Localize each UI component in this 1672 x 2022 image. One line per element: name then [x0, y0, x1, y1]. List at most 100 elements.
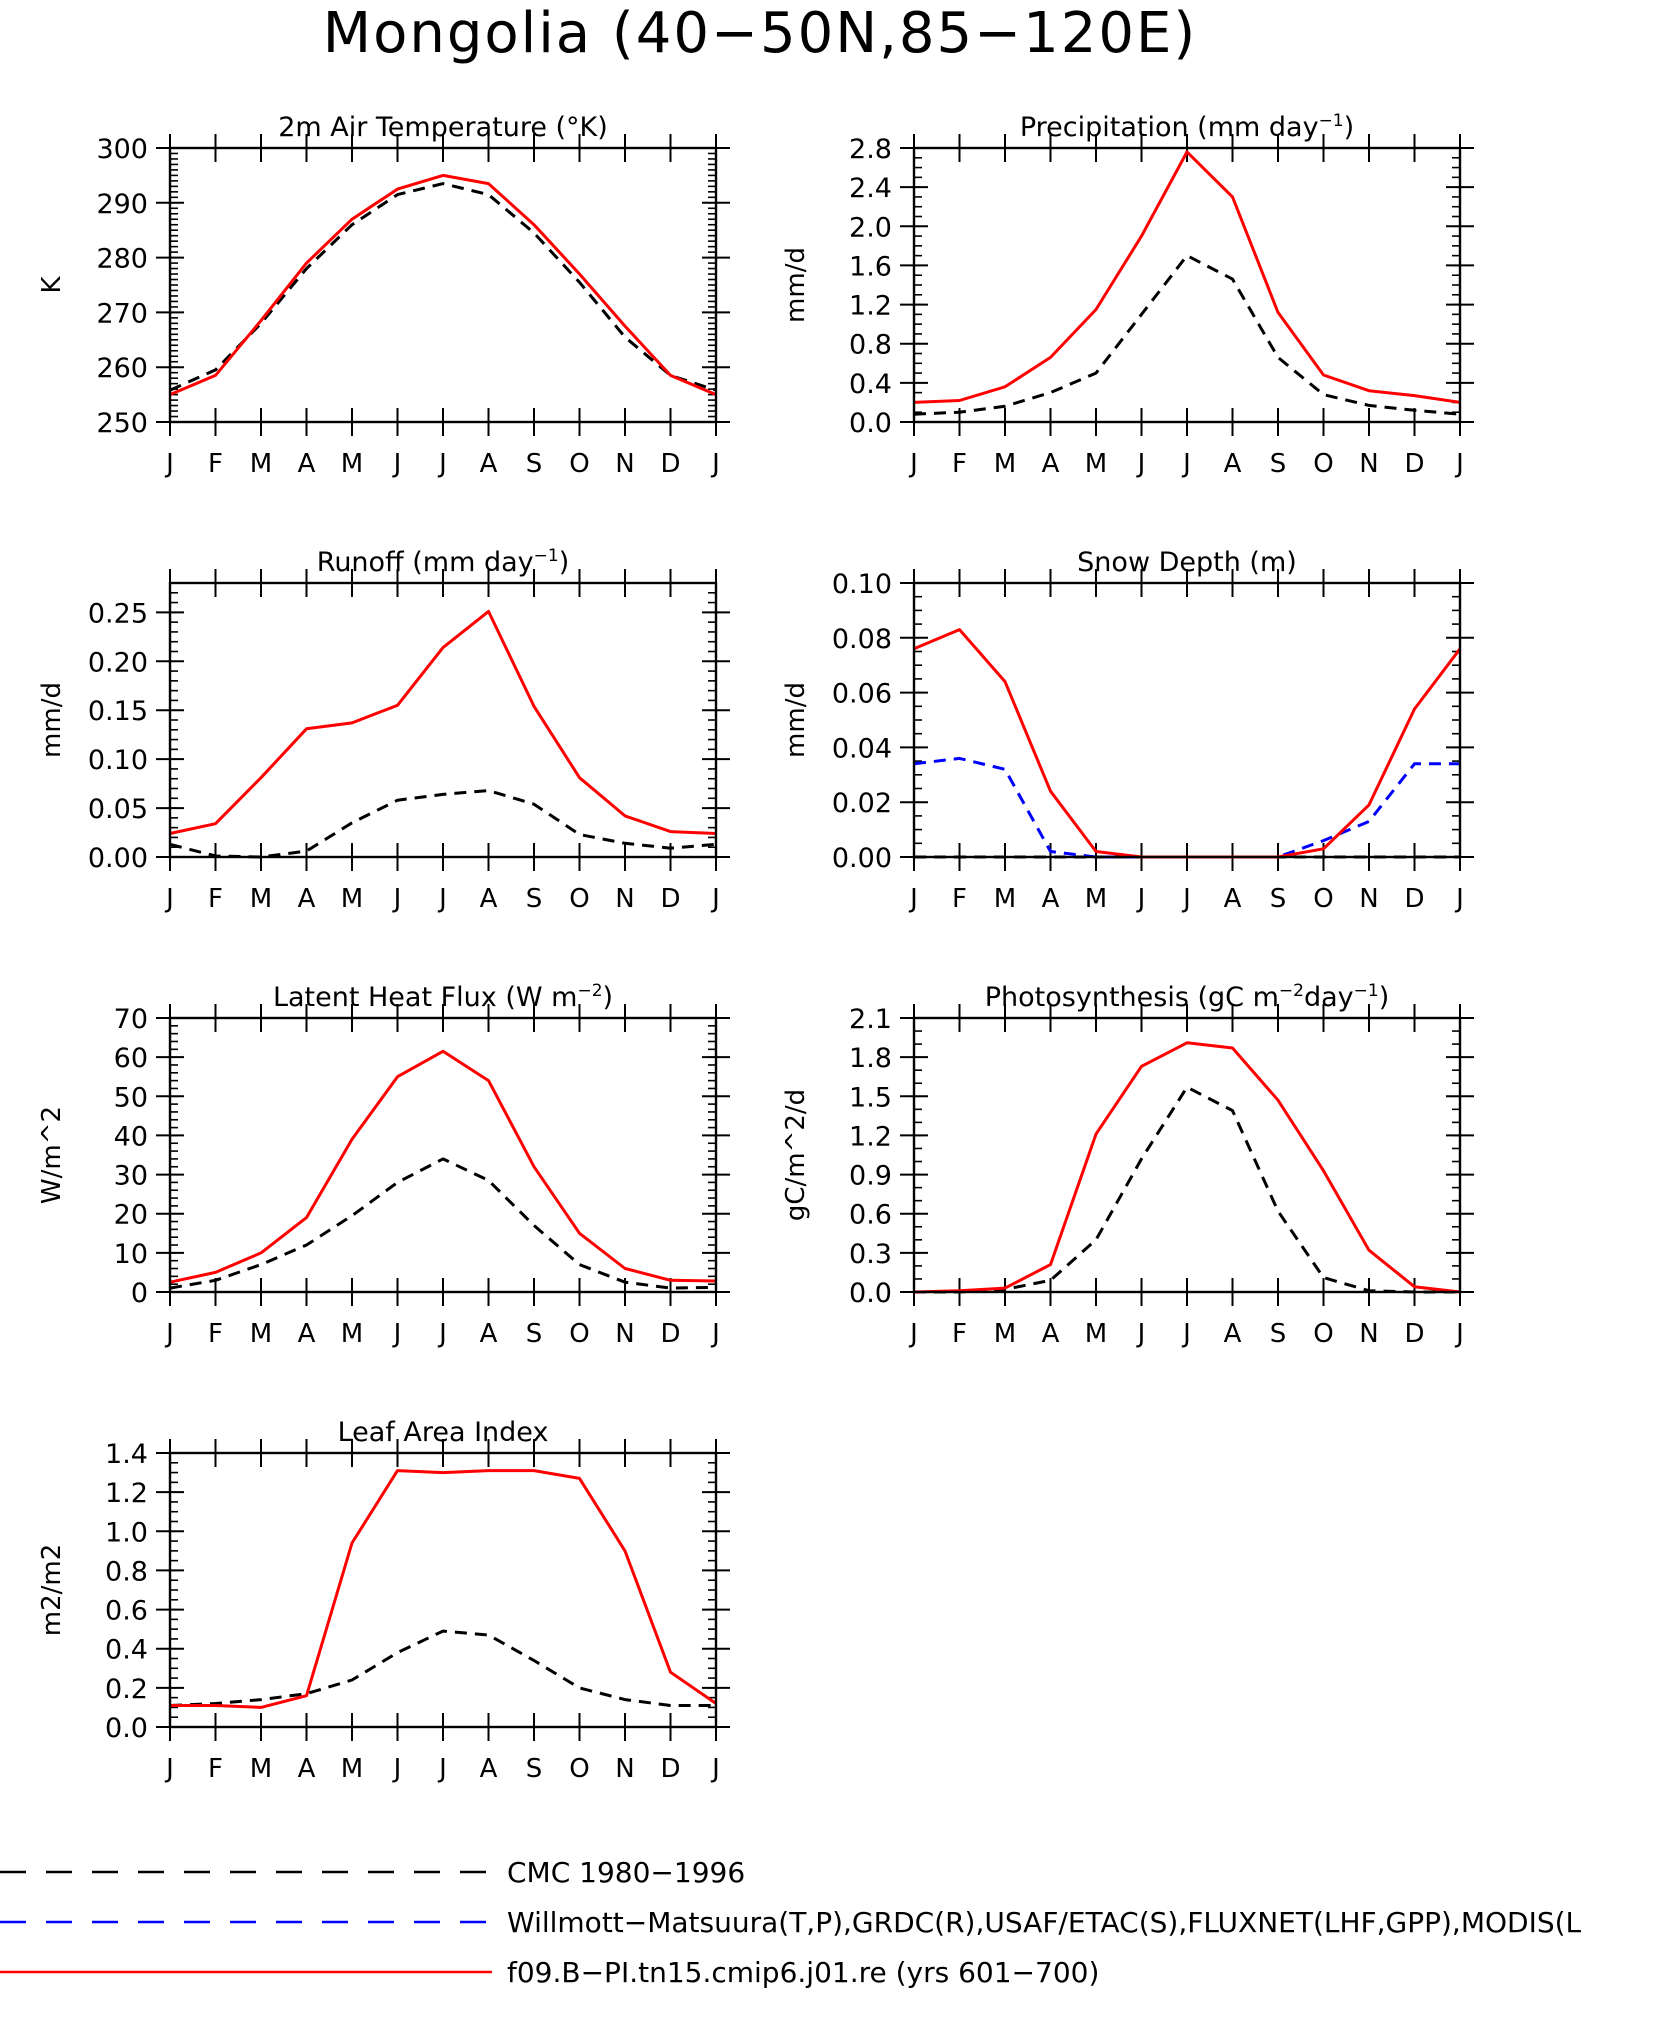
x-tick-label: O [569, 449, 589, 479]
series-line-1 [913, 1041, 1461, 1294]
y-tick-label: 0.10 [88, 745, 148, 776]
panel-title-part: −1 [1354, 981, 1379, 1001]
x-tick-label: S [526, 449, 543, 479]
y-tick-label: 0.10 [832, 569, 892, 600]
x-tick-label: J [710, 1319, 720, 1349]
panel-title-text: Photosynthesis (gC m [985, 982, 1279, 1013]
y-tick-label: 40 [114, 1121, 148, 1152]
series-line-2 [169, 789, 717, 859]
x-tick-label: M [250, 884, 272, 914]
x-tick-label: F [208, 1319, 223, 1349]
x-tick-label: M [994, 1319, 1016, 1349]
x-tick-label: M [341, 449, 363, 479]
y-tick-label: 60 [114, 1043, 148, 1074]
x-tick-label: N [615, 884, 634, 914]
x-tick-label: A [298, 1754, 316, 1784]
panel-title-part: −2 [577, 981, 602, 1001]
y-tick-label: 1.2 [849, 1121, 892, 1152]
x-tick-label: N [1359, 449, 1378, 479]
series-line-2 [913, 756, 1460, 859]
x-tick-label: J [1181, 449, 1191, 479]
y-tick-label: 0.0 [849, 408, 892, 439]
plot-frame [168, 581, 718, 859]
y-tick-label: 0.00 [832, 843, 892, 874]
series-line-2 [914, 1085, 1460, 1294]
x-tick-label: F [952, 1319, 967, 1349]
panel-title: Photosynthesis (gC m−2day−1) [985, 981, 1389, 1013]
series-line-1 [913, 628, 1462, 859]
y-tick-label: 0.0 [105, 1713, 148, 1744]
x-tick-label: J [1454, 884, 1464, 914]
y-tick-label: 20 [114, 1200, 148, 1231]
plot-frame [912, 1016, 1462, 1294]
y-tick-label: 1.8 [849, 1043, 892, 1074]
legend-label: f09.B−PI.tn15.cmip6.j01.re (yrs 601−700) [507, 1956, 1099, 1989]
x-tick-label: M [994, 449, 1016, 479]
y-tick-label: 0.00 [88, 843, 148, 874]
y-tick-label: 1.6 [849, 251, 892, 282]
x-tick-label: N [615, 449, 634, 479]
x-tick-label: F [208, 449, 223, 479]
series-line-1 [913, 150, 1461, 404]
figure-title: Mongolia (40−50N,85−120E) [323, 1, 1197, 66]
x-tick-label: A [1042, 1319, 1060, 1349]
chart-panel-6: Photosynthesis (gC m−2day−1) gC/m^2/d 0.0 0… [781, 981, 1474, 1349]
series-line-1 [169, 609, 717, 835]
x-tick-label: A [298, 449, 316, 479]
legend-entry-2: Willmott−Matsuura(T,P),GRDC(R),USAF/ETAC… [0, 1906, 1582, 1939]
y-tick-label: 300 [96, 134, 148, 165]
y-tick-label: 0.4 [105, 1635, 148, 1666]
x-tick-label: O [569, 1319, 589, 1349]
y-axis-label: K [37, 276, 67, 294]
legend-entry-3: f09.B−PI.tn15.cmip6.j01.re (yrs 601−700) [0, 1956, 1099, 1989]
y-tick-label: 0.20 [88, 647, 148, 678]
y-tick-label: 0.6 [849, 1200, 892, 1231]
y-tick-label: 0 [131, 1278, 148, 1309]
panel-title: Latent Heat Flux (W m−2) [273, 981, 613, 1013]
x-tick-label: J [1136, 884, 1146, 914]
y-tick-label: 0.3 [849, 1239, 892, 1270]
x-tick-label: A [1224, 884, 1242, 914]
x-tick-label: O [569, 884, 589, 914]
chart-panel-7: Leaf Area Indexm2/m20.00.20.40.60.81.01.… [37, 1417, 730, 1784]
x-tick-label: J [710, 449, 720, 479]
panel-title-part: day [1304, 982, 1354, 1013]
legend-entry-1: CMC 1980−1996 [0, 1856, 745, 1889]
x-tick-label: J [164, 1319, 174, 1349]
legend-label: CMC 1980−1996 [507, 1856, 745, 1889]
plot-frame [912, 146, 1462, 424]
y-tick-label: 0.2 [105, 1674, 148, 1705]
x-tick-label: S [526, 1319, 543, 1349]
x-tick-label: F [952, 449, 967, 479]
panel-title-text: Precipitation (mm day [1020, 112, 1319, 143]
x-tick-label: S [1270, 884, 1287, 914]
y-tick-label: 280 [96, 244, 148, 275]
y-tick-label: 0.04 [832, 733, 892, 764]
x-tick-label: J [908, 1319, 918, 1349]
panel-title-part: ) [559, 547, 570, 578]
y-tick-label: 0.9 [849, 1161, 892, 1192]
panel-title-part: ) [1344, 112, 1355, 143]
y-tick-label: 0.02 [832, 788, 892, 819]
series-line-1 [169, 1049, 717, 1284]
x-tick-label: N [1359, 1319, 1378, 1349]
x-tick-label: J [164, 884, 174, 914]
series-line-2 [169, 1157, 717, 1290]
x-tick-label: S [1270, 449, 1287, 479]
x-tick-label: O [569, 1754, 589, 1784]
y-tick-label: 0.25 [88, 598, 148, 629]
x-tick-label: D [1404, 1319, 1424, 1349]
x-tick-label: J [392, 449, 402, 479]
x-tick-label: N [615, 1754, 634, 1784]
chart-panel-3: Runoff (mm day−1) mm/d 0.00 0.05 0.10 0.15 0.2… [37, 546, 730, 914]
y-tick-label: 70 [114, 1004, 148, 1035]
plot-frame [912, 581, 1462, 859]
x-tick-label: J [1181, 1319, 1191, 1349]
y-axis-label: mm/d [781, 682, 811, 758]
y-tick-label: 290 [96, 189, 148, 220]
x-tick-label: N [615, 1319, 634, 1349]
series-line-2 [913, 254, 1461, 416]
series-line-1 [170, 1469, 717, 1709]
x-tick-label: M [250, 1754, 272, 1784]
x-tick-label: J [710, 884, 720, 914]
